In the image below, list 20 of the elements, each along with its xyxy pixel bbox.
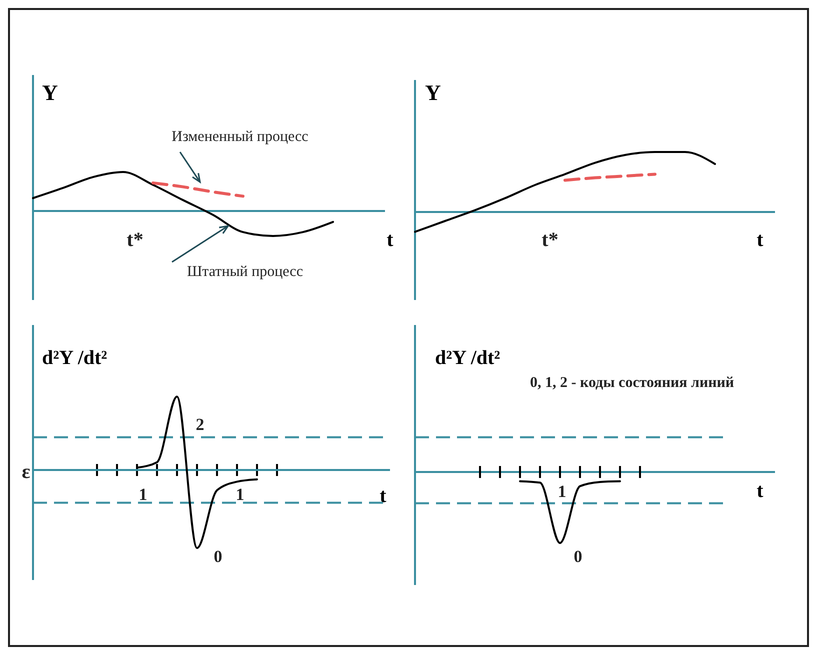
- annotation: 0: [214, 547, 222, 566]
- y-axis-title: Y: [42, 80, 58, 105]
- y-axis-title: d²Y /dt²: [42, 347, 108, 369]
- x-axis-title: t: [756, 480, 764, 502]
- annotation: 1: [236, 485, 244, 504]
- x-axis-title: t: [386, 229, 394, 251]
- annotation: 1: [558, 482, 566, 501]
- y-axis-title: d²Y /dt²: [435, 347, 500, 369]
- text: ε: [22, 461, 31, 483]
- annotation: t*: [126, 229, 144, 251]
- x-axis-title: t: [756, 229, 764, 251]
- text: Измененный процесс: [172, 129, 309, 145]
- annotation: t*: [542, 229, 558, 251]
- x-axis-title: t: [380, 485, 387, 507]
- text: Штатный процесс: [187, 264, 304, 280]
- annotation: 2: [196, 415, 204, 434]
- text: 0: [574, 547, 582, 566]
- text: 0, 1, 2 - коды состояния линий: [530, 375, 734, 391]
- y-axis-title: Y: [425, 80, 441, 105]
- annotation: 1: [138, 485, 148, 504]
